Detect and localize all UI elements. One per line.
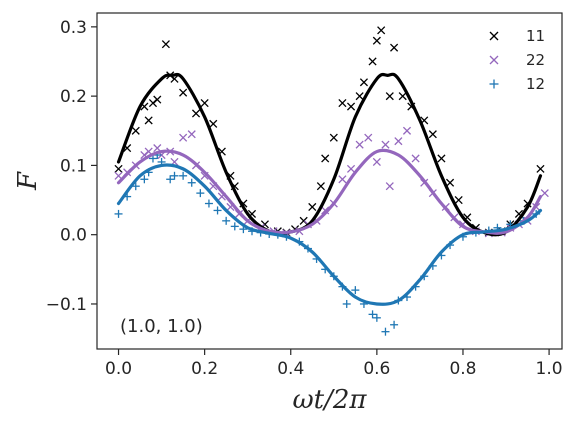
legend-label: 12 xyxy=(526,75,545,93)
x-tick-label: 0.8 xyxy=(449,359,476,379)
data-point xyxy=(187,130,196,139)
legend: 11 22 12 xyxy=(489,27,545,93)
data-point xyxy=(454,195,463,205)
data-point xyxy=(489,31,499,41)
data-point xyxy=(385,92,394,101)
y-tick-label: 0.0 xyxy=(60,226,87,246)
data-point xyxy=(179,133,188,142)
data-point xyxy=(191,109,201,118)
y-tick-label: 0.1 xyxy=(60,156,87,176)
data-point xyxy=(187,178,196,187)
data-point xyxy=(114,164,123,173)
data-point xyxy=(204,199,213,208)
data-point xyxy=(368,57,377,66)
data-point xyxy=(329,133,338,142)
data-point xyxy=(437,154,446,163)
legend-item-12: 12 xyxy=(489,75,545,93)
data-point xyxy=(385,182,394,191)
data-point xyxy=(308,202,317,212)
fit-line-11 xyxy=(116,72,543,237)
plot-layer xyxy=(114,26,549,336)
data-point xyxy=(372,36,381,45)
fit-line-12 xyxy=(116,163,543,306)
x-tick-label: 0.0 xyxy=(105,359,132,379)
axes-layer: 0.0 0.2 0.4 0.6 0.8 1.0 −0.1 0.0 0.1 0.2 0.3 xyxy=(46,18,563,379)
data-point xyxy=(355,92,364,101)
data-point xyxy=(381,327,390,336)
data-point xyxy=(346,102,356,111)
series-11 xyxy=(114,26,545,237)
legend-item-22: 22 xyxy=(489,51,545,69)
data-point xyxy=(179,171,188,180)
x-tick-label: 0.6 xyxy=(363,359,390,379)
legend-item-11: 11 xyxy=(489,27,545,45)
data-point xyxy=(394,137,403,146)
data-point xyxy=(230,222,239,231)
data-point xyxy=(428,130,437,139)
data-point xyxy=(170,171,179,180)
data-point xyxy=(536,164,545,173)
data-point xyxy=(200,99,209,108)
legend-label: 22 xyxy=(526,51,545,69)
data-point xyxy=(489,79,499,89)
data-point xyxy=(338,175,347,184)
x-tick-label: 1.0 xyxy=(536,359,563,379)
data-point xyxy=(372,157,381,167)
data-point xyxy=(372,313,381,322)
data-point xyxy=(355,140,364,149)
data-point xyxy=(489,55,499,65)
x-axis-label: ωt/2π xyxy=(292,385,367,415)
data-point xyxy=(390,43,399,52)
x-tick-label: 0.4 xyxy=(277,359,304,379)
data-point xyxy=(359,78,369,87)
data-point xyxy=(144,116,153,125)
data-point xyxy=(179,88,188,97)
data-point xyxy=(342,299,351,308)
data-point xyxy=(114,209,123,218)
data-point xyxy=(364,133,373,142)
y-tick-label: 0.2 xyxy=(60,87,87,107)
data-point xyxy=(131,126,140,135)
data-point xyxy=(209,119,218,128)
x-tick-label: 0.2 xyxy=(191,359,218,379)
data-point xyxy=(213,206,222,215)
data-point xyxy=(540,189,549,198)
data-point xyxy=(445,178,455,187)
data-point xyxy=(411,154,420,163)
parameter-annotation: (1.0, 1.0) xyxy=(120,316,203,337)
data-point xyxy=(222,216,231,225)
plot-frame xyxy=(96,12,563,350)
y-tick-label: 0.3 xyxy=(60,18,87,38)
data-point xyxy=(338,99,347,108)
data-point xyxy=(381,140,390,149)
data-point xyxy=(196,189,205,198)
data-point xyxy=(368,310,377,319)
data-point xyxy=(166,175,175,184)
data-point xyxy=(390,320,399,329)
data-point xyxy=(316,182,325,191)
data-point xyxy=(346,164,356,173)
data-point xyxy=(351,286,360,295)
data-point xyxy=(377,26,386,35)
legend-label: 11 xyxy=(526,27,545,45)
data-point xyxy=(140,175,149,184)
data-point xyxy=(398,92,407,101)
y-axis-label: F xyxy=(13,171,43,191)
data-point xyxy=(321,154,330,163)
data-point xyxy=(402,126,412,135)
data-point xyxy=(161,40,170,49)
y-tick-label: −0.1 xyxy=(46,295,87,315)
data-point xyxy=(153,95,162,104)
